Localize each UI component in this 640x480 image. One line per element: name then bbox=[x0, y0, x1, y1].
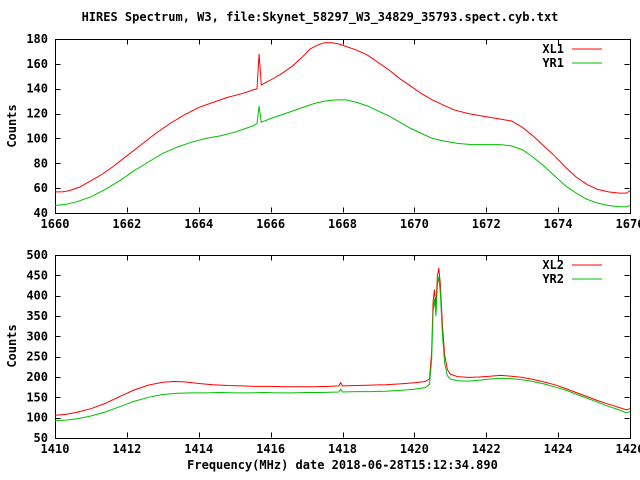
y-tick-label: 140 bbox=[26, 82, 48, 96]
x-tick-label: 1662 bbox=[112, 217, 141, 231]
legend-label-YR1: YR1 bbox=[542, 56, 564, 70]
chart-title: HIRES Spectrum, W3, file:Skynet_58297_W3… bbox=[81, 10, 559, 24]
y-tick-label: 200 bbox=[26, 370, 48, 384]
series-line-XL2 bbox=[54, 267, 631, 416]
x-tick-label: 1420 bbox=[400, 442, 429, 456]
y-tick-label: 250 bbox=[26, 350, 48, 364]
x-tick-label: 1422 bbox=[472, 442, 501, 456]
y-tick-label: 400 bbox=[26, 289, 48, 303]
y-tick-label: 180 bbox=[26, 32, 48, 46]
legend-label-YR2: YR2 bbox=[542, 272, 564, 286]
x-tick-label: 1418 bbox=[328, 442, 357, 456]
x-tick-label: 1674 bbox=[544, 217, 573, 231]
x-tick-label: 1676 bbox=[616, 217, 640, 231]
x-tick-label: 1426 bbox=[616, 442, 640, 456]
series-line-YR1 bbox=[54, 99, 631, 208]
y-tick-label: 100 bbox=[26, 131, 48, 145]
x-tick-label: 1416 bbox=[256, 442, 285, 456]
series-line-XL1 bbox=[55, 42, 631, 194]
chart-top: 1660 1662 1664 1666 1668 1670 1672 1674 1676 40 60… bbox=[26, 32, 640, 231]
x-tick-label: 1410 bbox=[41, 442, 70, 456]
y-tick-label: 150 bbox=[26, 390, 48, 404]
y-tick-label: 450 bbox=[26, 268, 48, 282]
x-tick-label: 1668 bbox=[328, 217, 357, 231]
x-tick-label: 1672 bbox=[472, 217, 501, 231]
series-line-YR2 bbox=[54, 276, 631, 421]
y-tick-label: 100 bbox=[26, 411, 48, 425]
x-tick-label: 1414 bbox=[184, 442, 213, 456]
x-tick-label: 1660 bbox=[41, 217, 70, 231]
x-tick-label: 1670 bbox=[400, 217, 429, 231]
y-tick-label: 40 bbox=[34, 206, 48, 220]
y-tick-label: 80 bbox=[34, 156, 48, 170]
x-axis-label: Frequency(MHz) date 2018-06-28T15:12:34.… bbox=[187, 458, 498, 472]
y-tick-label: 160 bbox=[26, 57, 48, 71]
x-tick-label: 1666 bbox=[256, 217, 285, 231]
x-tick-label: 1664 bbox=[184, 217, 213, 231]
x-tick-label: 1412 bbox=[112, 442, 141, 456]
legend-label-XL2: XL2 bbox=[542, 258, 564, 272]
y-tick-label: 50 bbox=[34, 431, 48, 445]
x-tick-label: 1424 bbox=[544, 442, 573, 456]
legend-label-XL1: XL1 bbox=[542, 42, 564, 56]
y-tick-label: 300 bbox=[26, 329, 48, 343]
y-tick-label: 350 bbox=[26, 309, 48, 323]
y-tick-label: 120 bbox=[26, 107, 48, 121]
y-tick-label: 60 bbox=[34, 181, 48, 195]
y-tick-label: 500 bbox=[26, 248, 48, 262]
chart-bottom: 1410 1412 1414 1416 1418 1420 1422 1424 1426 50 10… bbox=[26, 248, 640, 456]
